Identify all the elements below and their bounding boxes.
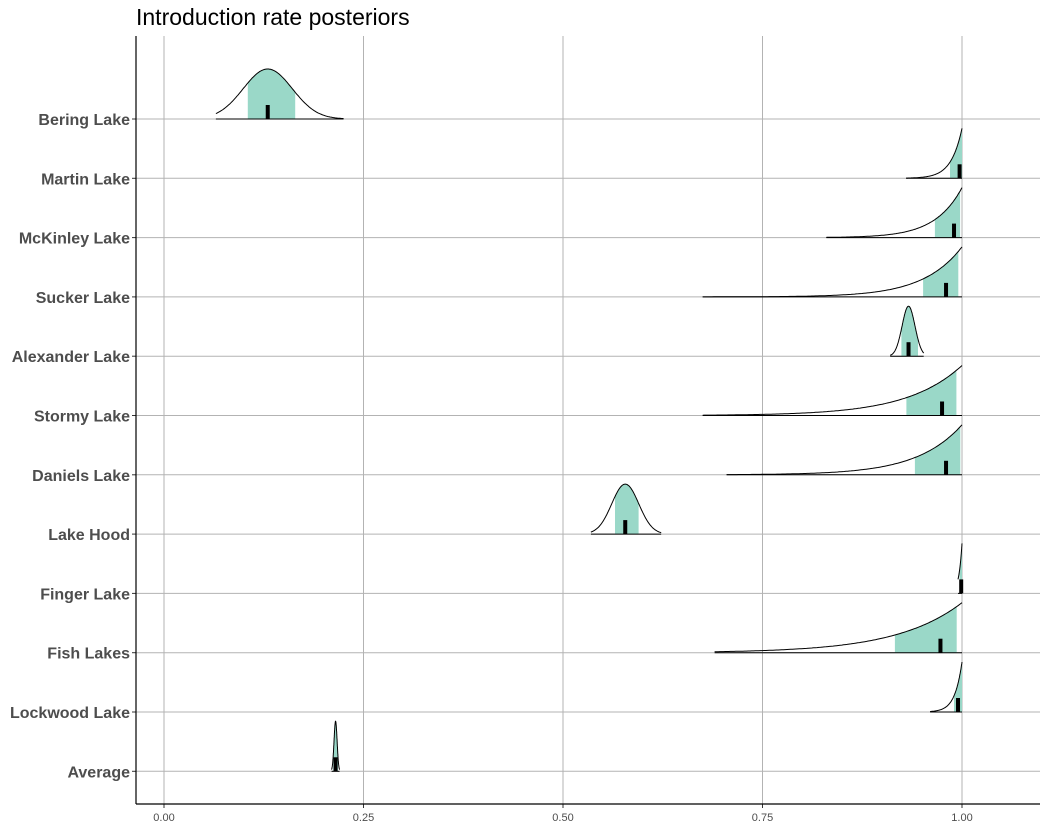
density-curve [957,543,963,580]
category-label: Fish Lakes [47,646,130,663]
density-curve [826,187,963,238]
median-marker [956,698,961,712]
category-labels: Bering Lake Martin Lake McKinley Lake Sucke… [10,112,130,781]
category-label: Stormy Lake [34,409,130,426]
median-marker [940,401,945,416]
axes [132,36,1040,808]
chart-title: Introduction rate posteriors [136,4,410,30]
median-marker [333,757,338,772]
density-curve [714,602,963,653]
x-tick-label: 0.75 [752,812,773,824]
category-label: Sucker Lake [36,290,130,307]
density-curve [702,365,963,416]
median-marker [623,520,628,535]
ci-fill [901,306,918,357]
ci-fill [934,191,961,238]
density-curve [215,68,344,120]
category-label: Daniels Lake [32,468,130,485]
category-label: McKinley Lake [19,231,130,248]
median-marker [906,342,911,357]
category-label: Alexander Lake [12,349,130,366]
ci-fill [914,426,961,475]
density-curve [889,305,925,356]
category-label: Lockwood Lake [10,705,130,722]
density-ridges [215,68,964,772]
density-curve [590,483,662,534]
ci-fill [615,484,639,535]
median-marker [952,223,957,238]
category-label: Average [67,764,130,781]
density-curve [906,128,963,179]
median-marker [944,282,949,297]
category-label: Bering Lake [38,112,130,129]
x-tick-label: 0.00 [153,812,174,824]
median-marker [938,638,943,653]
ci-fill [923,251,959,297]
median-marker [959,579,964,594]
x-tick-labels: 0.00 0.25 0.50 0.75 1.00 [153,812,972,824]
ci-fill [906,370,957,416]
vertical-gridlines [163,36,963,804]
category-label: Martin Lake [41,171,130,188]
x-tick-label: 0.25 [353,812,374,824]
median-marker [944,460,949,475]
category-label: Lake Hood [48,527,130,544]
ci-fill [894,606,957,653]
density-curve [930,661,963,712]
x-tick-label: 0.50 [552,812,573,824]
median-marker [265,105,270,119]
ci-fill [247,69,296,119]
category-label: Finger Lake [40,586,130,603]
density-curve [331,720,341,770]
median-marker [957,164,962,179]
x-tick-label: 1.00 [951,812,972,824]
horizontal-gridlines [136,118,1040,772]
